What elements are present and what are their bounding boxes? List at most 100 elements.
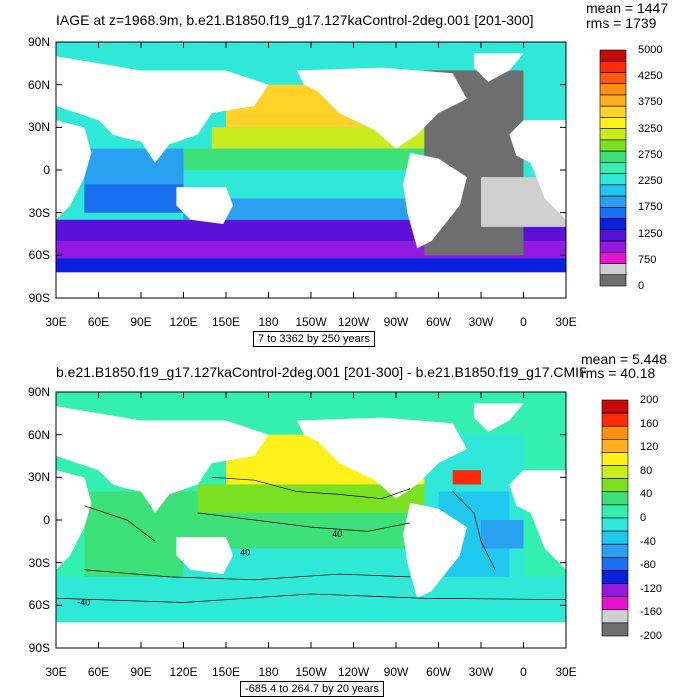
p1-xtick-label: 30E <box>555 315 577 329</box>
p2-xtick-label: 90E <box>130 665 152 679</box>
p1-colorbar-swatch <box>599 94 627 107</box>
p1-colorbar-swatch <box>599 195 627 208</box>
p1-land-1 <box>509 120 566 220</box>
p2-ytick-label: 90S <box>28 641 50 655</box>
p1-colorbar-label: 750 <box>638 253 657 266</box>
p2-colorbar-swatch <box>601 622 629 637</box>
p2-land-1 <box>509 470 566 570</box>
p2-contour-line <box>84 569 411 581</box>
p1-colorbar-swatch <box>599 184 627 197</box>
p1-xtick-label: 120E <box>169 315 198 329</box>
p1-xtick-label: 180 <box>258 315 279 329</box>
p1-colorbar-label: 1250 <box>638 227 663 240</box>
p2-xtick-label: 60W <box>426 665 451 679</box>
p1-xtick-label: 30W <box>468 315 494 329</box>
p1-xtick-label: 60E <box>87 315 110 329</box>
p2-colorbar-swatch <box>601 583 629 597</box>
p2-xtick-label: 150E <box>211 665 241 679</box>
p2-ytick-label: 30N <box>27 470 50 485</box>
panel1-rms: rms = 1739 <box>586 15 657 31</box>
p2-contour-label: -40 <box>77 597 90 607</box>
p2-land-6 <box>56 622 566 648</box>
p1-colorbar-label: 2250 <box>638 175 663 188</box>
p1-xtick-label: 90W <box>383 315 409 329</box>
p2-xtick-label: 30E <box>45 665 67 679</box>
p1-colorbar-label: 4250 <box>638 70 663 83</box>
p1-land-7 <box>473 53 524 82</box>
p1-colorbar-swatch <box>599 72 627 85</box>
p2-land-3 <box>176 537 234 575</box>
p1-land-5 <box>403 152 467 249</box>
p2-contour-label: 40 <box>240 548 250 558</box>
p2-xtick-label: 60E <box>87 665 110 679</box>
p2-colorbar-label: 0 <box>640 512 647 524</box>
p1-colorbar-label: 2750 <box>638 148 663 161</box>
p1-colorbar-label: 1750 <box>638 201 663 214</box>
p2-colorbar-label: -160 <box>640 606 663 619</box>
p1-field-9 <box>183 198 425 220</box>
p1-land-2 <box>56 42 269 163</box>
p2-xtick-label: 30W <box>468 665 494 679</box>
p2-colorbar-label: 120 <box>640 441 659 454</box>
p2-field-9 <box>481 520 524 549</box>
p1-xtick-label: 60W <box>426 315 451 329</box>
p1-field-6 <box>211 127 425 149</box>
p2-xtick-label: 120W <box>337 665 370 679</box>
p2-colorbar-swatch <box>601 570 629 584</box>
p2-map: 40 40 -40 <box>56 392 566 648</box>
p2-colorbar-label: -40 <box>640 535 656 548</box>
p2-contour-line <box>56 593 566 603</box>
p1-colorbar-swatch <box>599 162 627 174</box>
p1-xtick-label: 120W <box>337 315 370 329</box>
p2-colorbar-swatch <box>601 596 629 611</box>
p2-colorbar-swatch <box>601 412 629 427</box>
p2-colorbar-swatch <box>601 465 629 479</box>
p1-xtick-label: 150W <box>295 315 327 329</box>
p1-colorbar-label: 3250 <box>638 122 663 135</box>
p2-colorbar-swatch <box>601 530 629 545</box>
p1-colorbar-swatch <box>599 60 627 73</box>
p2-colorbar-label: 160 <box>640 417 659 430</box>
p2-xtick-label: 0 <box>520 665 527 679</box>
p2-land-2 <box>56 392 269 513</box>
p1-colorbar-swatch <box>599 207 627 219</box>
panel2-rms: rms = 40.18 <box>581 365 656 381</box>
panel1-range-box: 7 to 3362 by 250 years <box>253 331 375 347</box>
p1-colorbar-swatch <box>599 128 627 141</box>
p1-ytick-label: 60N <box>27 77 50 92</box>
p1-xtick-label: 0 <box>520 315 527 329</box>
p1-ytick-label: 0 <box>43 163 50 177</box>
p2-colorbar-label: 200 <box>640 394 659 406</box>
p1-ytick-label: 30N <box>27 120 50 135</box>
p2-colorbar-label: -120 <box>640 582 663 595</box>
p2-ytick-label: 90N <box>27 385 50 399</box>
p2-contour-line <box>452 491 496 570</box>
p1-xtick-label: 30E <box>45 315 67 329</box>
p1-colorbar-swatch <box>599 105 627 118</box>
p2-colorbar-swatch <box>601 452 629 466</box>
p1-colorbar-swatch <box>599 117 627 129</box>
p1-colorbar-swatch <box>599 83 627 96</box>
p1-colorbar-swatch <box>599 173 627 186</box>
p1-land-3 <box>176 187 234 225</box>
p2-colorbar-label: -200 <box>640 630 663 642</box>
p2-colorbar-swatch <box>601 478 629 493</box>
p2-colorbar-label: -80 <box>640 559 656 572</box>
panel1-mean: mean = 1447 <box>586 0 669 16</box>
p1-field-11 <box>84 184 184 213</box>
p2-colorbar-swatch <box>601 399 629 414</box>
p1-ytick-label: 30S <box>28 205 50 220</box>
panel1-title: IAGE at z=1968.9m, b.e21.B1850.f19_g17.1… <box>56 12 534 28</box>
panel2-range-box: -685.4 to 264.7 by 20 years <box>240 681 384 697</box>
p2-xtick-label: 90W <box>383 665 409 679</box>
p2-contour-line <box>211 476 411 500</box>
p2-colorbar-swatch <box>601 504 629 519</box>
p1-colorbar-swatch <box>599 150 627 163</box>
p1-land-6 <box>56 272 566 298</box>
p2-land-7 <box>473 403 524 432</box>
p2-colorbar-swatch <box>601 439 629 453</box>
p2-colorbar-swatch <box>601 543 629 558</box>
p2-xtick-label: 180 <box>258 665 279 679</box>
p2-colorbar-label: 80 <box>640 464 653 477</box>
p2-ytick-label: 60N <box>27 427 50 442</box>
